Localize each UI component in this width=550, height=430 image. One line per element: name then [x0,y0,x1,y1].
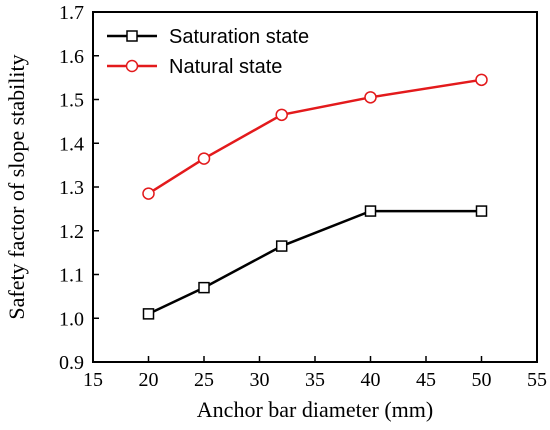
legend-marker [125,59,139,73]
y-tick-label: 1.4 [59,133,84,155]
x-tick-label: 35 [305,369,325,391]
x-tick-label: 55 [527,369,547,391]
legend-marker [126,30,138,42]
y-tick-label: 1.5 [59,90,84,112]
legend-item: Saturation state [107,26,309,48]
y-tick-label: 0.9 [59,352,84,374]
legend-label: Saturation state [169,26,309,48]
legend-item: Natural state [107,56,282,78]
legend: Saturation state Natural state [107,26,309,78]
x-tick-label: 50 [472,369,492,391]
y-tick-label: 1.3 [59,177,84,199]
x-tick-label: 40 [361,369,381,391]
x-tick-label: 30 [250,369,270,391]
data-point [197,152,211,165]
y-tick-label: 1.6 [59,46,84,68]
x-axis-title: Anchor bar diameter (mm) [197,397,433,422]
ticks-layer: 15 20 25 30 35 40 45 50 55 0.9 1.0 1.1 1.2 1.3 1.4 1.5 1… [59,2,547,391]
series-saturation-state [142,205,488,320]
data-point [142,308,155,320]
data-point [198,281,210,294]
series-natural-state [142,73,488,200]
data-point [364,205,377,217]
legend-label: Natural state [169,56,282,78]
data-point [364,91,377,104]
data-point [475,205,488,217]
data-point [275,240,288,252]
data-point [142,187,155,200]
x-tick-label: 15 [83,369,103,391]
data-point [475,73,488,87]
x-tick-label: 45 [416,369,436,391]
y-tick-label: 1.1 [59,265,84,287]
data-point [275,108,288,122]
x-tick-label: 25 [194,369,214,391]
y-tick-label: 1.2 [59,221,84,243]
y-tick-label: 1.7 [59,2,84,24]
y-axis-title: Safety factor of slope stability [4,54,29,319]
series-line [147,78,482,195]
y-tick-label: 1.0 [59,308,84,330]
series-line [147,209,482,316]
series-layer [142,73,488,320]
x-tick-label: 20 [139,369,159,391]
